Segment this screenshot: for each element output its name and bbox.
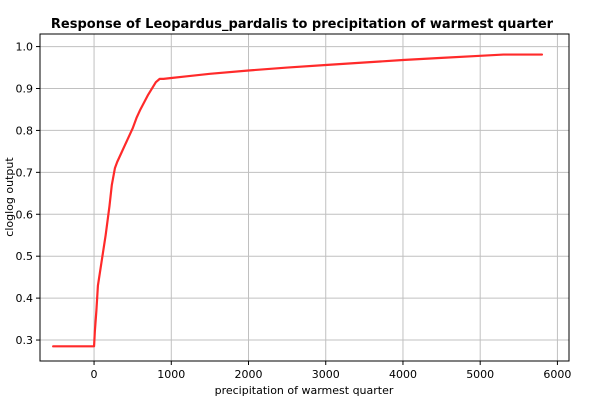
grid-layer [40, 34, 569, 361]
chart-title: Response of Leopardus_pardalis to precip… [51, 17, 554, 32]
x-tick-label: 2000 [235, 368, 263, 381]
x-tick-label: 5000 [466, 368, 494, 381]
y-axis-label: cloglog output [3, 157, 16, 237]
response-curve-line [52, 53, 544, 348]
y-tick-label: 1.0 [16, 41, 34, 54]
y-tick-label: 0.9 [16, 83, 34, 96]
plot-frame [39, 33, 570, 362]
x-tick-label: 4000 [389, 368, 417, 381]
y-tick-label: 0.5 [16, 250, 34, 263]
y-tick-label: 0.7 [16, 166, 34, 179]
x-axis-label: precipitation of warmest quarter [215, 384, 394, 397]
x-tick-label: 0 [91, 368, 98, 381]
x-tick-label: 3000 [312, 368, 340, 381]
curve-layer [52, 53, 544, 348]
y-tick-label: 0.3 [16, 334, 34, 347]
y-tick-label: 0.4 [16, 292, 34, 305]
x-tick-label: 1000 [157, 368, 185, 381]
x-tick-label: 6000 [543, 368, 571, 381]
y-tick-label: 0.8 [16, 124, 34, 137]
tick-layer: 0 1000 2000 3000 4000 5000 6000 0.3 0.4 0.5 0.6 0.7… [16, 41, 572, 381]
y-tick-label: 0.6 [16, 208, 34, 221]
